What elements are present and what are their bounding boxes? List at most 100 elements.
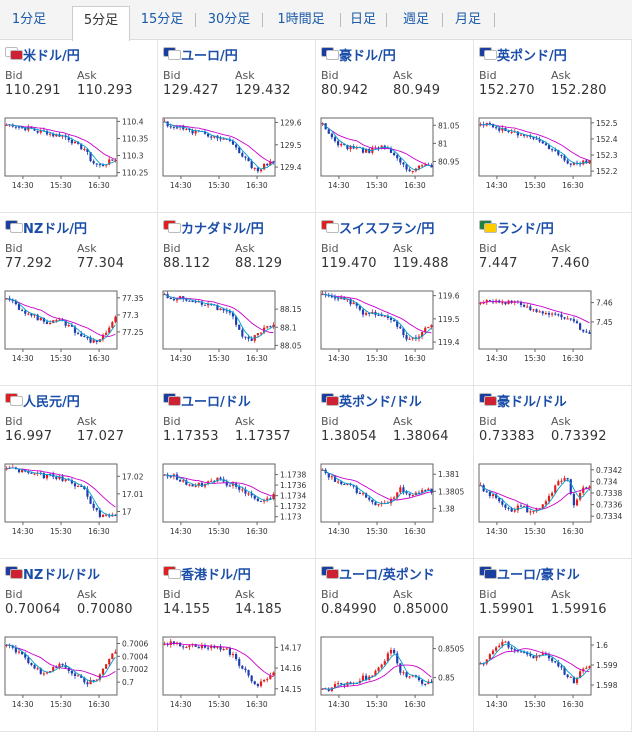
- tab-30分足[interactable]: 30分足: [207, 12, 251, 27]
- tab-1時間足[interactable]: 1時間足: [277, 12, 325, 27]
- candle-body: [340, 683, 343, 685]
- candle-body: [207, 303, 210, 306]
- candle-body: [95, 163, 98, 165]
- quote-flag-icon: [168, 396, 181, 406]
- mini-candlestick-chart: 119.6 119.5 119.4 14:30 15:30 16:30: [320, 290, 460, 363]
- ask-value: 14.185: [235, 602, 283, 617]
- candle-body: [535, 655, 538, 659]
- candle-body: [256, 684, 259, 687]
- y-tick-label: 152.3: [596, 151, 618, 160]
- y-tick-label: 0.7006: [122, 639, 148, 648]
- currency-pair-name[interactable]: 米ドル/円: [23, 49, 80, 64]
- rate-card[interactable]: NZドル/ドル Bid Ask 0.70064 0.70080 0.7006 0.7004 0…: [0, 559, 158, 732]
- candle-body: [551, 658, 554, 662]
- candle-body: [14, 126, 17, 128]
- candle-body: [352, 302, 355, 305]
- short-moving-average-line: [322, 122, 432, 171]
- quote-flag-icon: [10, 569, 23, 579]
- candle-body: [488, 654, 491, 660]
- candle-body: [430, 325, 433, 328]
- currency-pair-name[interactable]: 人民元/円: [23, 395, 80, 410]
- currency-pair-name[interactable]: 英ポンド/ドル: [339, 395, 422, 410]
- candle-body: [272, 672, 275, 676]
- candle-body: [55, 476, 58, 479]
- x-tick-label: 14:30: [170, 700, 192, 709]
- rate-card[interactable]: ユーロ/円 Bid Ask 129.427 129.432 129.6 129.5 129.4…: [158, 40, 316, 213]
- candle-body: [83, 148, 86, 150]
- candle-body: [355, 486, 358, 493]
- rate-card[interactable]: ユーロ/ドル Bid Ask 1.17353 1.17357 1.1738 1.1736 1.…: [158, 386, 316, 559]
- currency-pair-name[interactable]: ランド/円: [497, 222, 554, 237]
- candle-body: [507, 300, 510, 305]
- tab-1分足[interactable]: 1分足: [11, 12, 47, 27]
- tab-月足[interactable]: 月足: [454, 12, 481, 27]
- chart-frame: [478, 290, 592, 350]
- y-tick-label: 152.5: [596, 119, 618, 128]
- rate-card[interactable]: カナダドル/円 Bid Ask 88.112 88.129 88.15 88.1 88.05 1…: [158, 213, 316, 386]
- candle-body: [396, 155, 399, 159]
- candle-body: [58, 319, 61, 321]
- rate-card[interactable]: 人民元/円 Bid Ask 16.997 17.027 17.02 17.01 17 14:30…: [0, 386, 158, 559]
- rate-card[interactable]: スイスフラン/円 Bid Ask 119.470 119.488 119.6 119.5 11…: [316, 213, 474, 386]
- currency-pair-name[interactable]: スイスフラン/円: [339, 222, 435, 237]
- rate-card[interactable]: 豪ドル/円 Bid Ask 80.942 80.949 81.05 81 80.95 14:30…: [316, 40, 474, 213]
- candle-body: [42, 317, 45, 322]
- candle-body: [547, 654, 551, 659]
- x-tick-label: 16:30: [562, 700, 584, 709]
- candle-body: [417, 677, 421, 681]
- candle-body: [247, 157, 250, 162]
- x-tick-label: 16:30: [246, 181, 268, 190]
- tab-週足[interactable]: 週足: [402, 12, 429, 27]
- chart-frame: [4, 636, 118, 696]
- currency-pair-name[interactable]: 豪ドル/ドル: [497, 395, 567, 410]
- candle-body: [235, 144, 238, 148]
- candle-body: [114, 160, 117, 162]
- y-tick-label: 1.3805: [438, 487, 464, 496]
- rate-card[interactable]: NZドル/円 Bid Ask 77.292 77.304 77.35 77.3 77.25 14…: [0, 213, 158, 386]
- rate-card[interactable]: 米ドル/円 Bid Ask 110.291 110.293 110.4 110.35 110.…: [0, 40, 158, 213]
- candle-body: [575, 321, 579, 324]
- currency-pair-name[interactable]: NZドル/円: [23, 222, 88, 237]
- rate-card[interactable]: 豪ドル/ドル Bid Ask 0.73383 0.73392 0.7342 0.734 0.7…: [474, 386, 632, 559]
- currency-pair-name[interactable]: ユーロ/円: [181, 49, 238, 64]
- candle-body: [33, 128, 36, 131]
- rate-card[interactable]: 香港ドル/円 Bid Ask 14.155 14.185 14.17 14.16 14.15 1…: [158, 559, 316, 732]
- currency-pair-name[interactable]: ユーロ/英ポンド: [339, 568, 435, 583]
- currency-pair-name[interactable]: 豪ドル/円: [339, 49, 396, 64]
- mini-candlestick-chart: 0.8505 0.85 14:30 15:30 16:30: [320, 636, 464, 709]
- candle-body: [163, 294, 166, 296]
- candle-body: [346, 299, 349, 301]
- candle-body: [225, 138, 228, 140]
- tab-15分足[interactable]: 15分足: [140, 12, 184, 27]
- candle-body: [111, 322, 114, 328]
- currency-pair-name[interactable]: 香港ドル/円: [181, 568, 251, 583]
- tab-5分足[interactable]: 5分足: [72, 6, 130, 41]
- currency-pair-name[interactable]: NZドル/ドル: [23, 568, 101, 583]
- candle-body: [516, 650, 519, 652]
- currency-pair-name[interactable]: 英ポンド/円: [497, 49, 567, 64]
- rate-card[interactable]: 英ポンド/円 Bid Ask 152.270 152.280 152.5 152.4 152.…: [474, 40, 632, 213]
- candle-body: [526, 306, 529, 308]
- rate-card[interactable]: ユーロ/英ポンド Bid Ask 0.84990 0.85000 0.8505 0.85 14…: [316, 559, 474, 732]
- candle-body: [247, 670, 250, 676]
- y-tick-label: 0.734: [596, 477, 618, 486]
- candle-body: [216, 477, 219, 482]
- candle-body: [259, 681, 263, 687]
- bid-label: Bid: [163, 242, 181, 255]
- candle-body: [408, 676, 411, 678]
- currency-pair-name[interactable]: カナダドル/円: [181, 222, 264, 237]
- quote-flag-icon: [10, 50, 23, 60]
- candle-body: [70, 670, 73, 674]
- rate-card[interactable]: ランド/円 Bid Ask 7.447 7.460 7.46 7.45 14:30 15:30 1…: [474, 213, 632, 386]
- rate-card[interactable]: 英ポンド/ドル Bid Ask 1.38054 1.38064 1.381 1.3805 1.…: [316, 386, 474, 559]
- x-tick-label: 14:30: [12, 354, 34, 363]
- tab-日足[interactable]: 日足: [349, 12, 376, 27]
- currency-pair-name[interactable]: ユーロ/豪ドル: [497, 568, 580, 583]
- rate-card[interactable]: ユーロ/豪ドル Bid Ask 1.59901 1.59916 1.6 1.599 1.598…: [474, 559, 632, 732]
- candle-body: [39, 668, 42, 674]
- bid-label: Bid: [163, 415, 181, 428]
- candle-body: [86, 337, 89, 339]
- x-tick-label: 15:30: [524, 354, 546, 363]
- candle-body: [538, 139, 541, 142]
- currency-pair-name[interactable]: ユーロ/ドル: [181, 395, 251, 410]
